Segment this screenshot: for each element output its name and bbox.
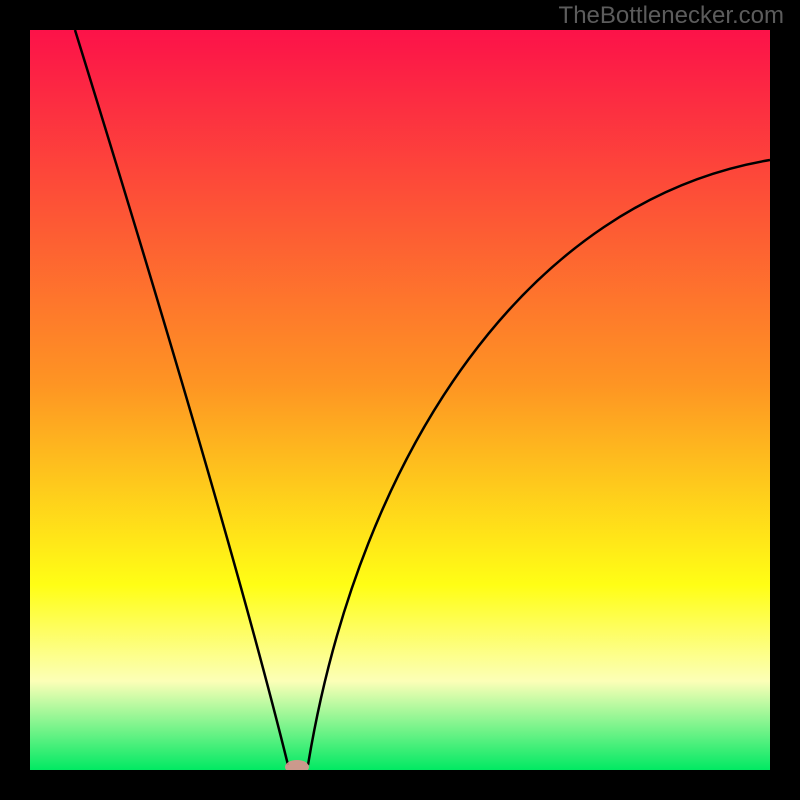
plot-background xyxy=(30,30,770,770)
chart-svg xyxy=(0,0,800,800)
chart-frame: TheBottlenecker.com xyxy=(0,0,800,800)
